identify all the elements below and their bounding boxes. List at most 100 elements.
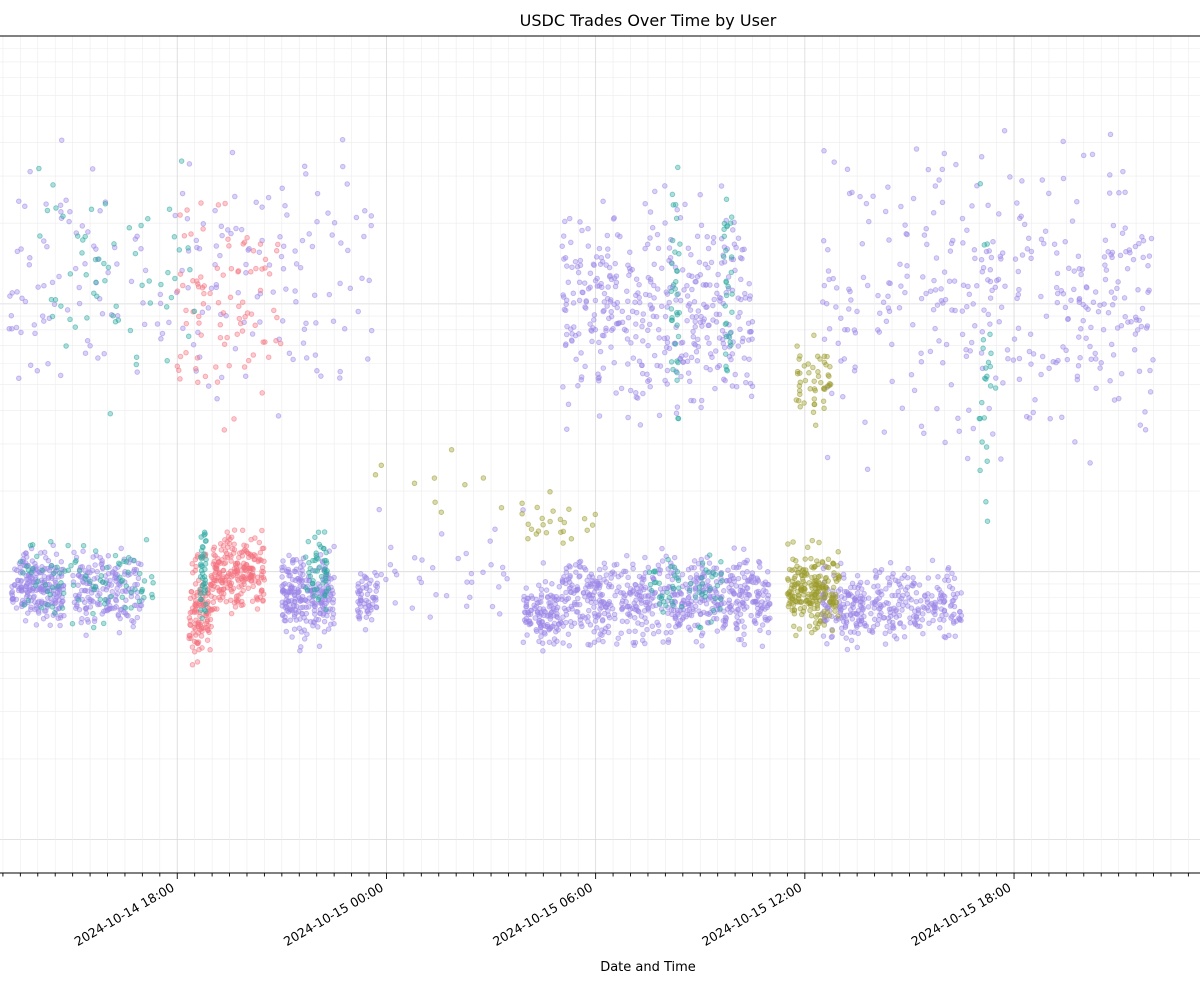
data-point xyxy=(754,598,760,605)
data-point xyxy=(583,585,589,591)
data-point xyxy=(26,587,33,594)
data-point xyxy=(666,299,672,306)
data-point xyxy=(822,591,828,598)
data-point xyxy=(684,282,690,289)
data-point xyxy=(1137,422,1144,428)
data-point xyxy=(796,626,803,632)
data-point xyxy=(1083,304,1089,310)
data-point xyxy=(737,326,743,333)
data-point xyxy=(1087,343,1093,350)
data-point xyxy=(432,499,438,505)
data-point xyxy=(21,551,27,558)
data-point xyxy=(621,326,628,333)
data-point xyxy=(651,352,658,359)
data-point xyxy=(250,583,256,590)
data-point xyxy=(731,578,738,585)
data-point xyxy=(950,591,957,598)
data-point xyxy=(560,294,567,300)
data-point xyxy=(283,568,290,575)
data-point xyxy=(570,290,577,297)
data-point xyxy=(692,594,699,600)
data-point xyxy=(1108,341,1115,348)
data-point xyxy=(764,604,770,611)
data-point xyxy=(7,293,13,299)
data-point xyxy=(807,607,813,614)
data-point xyxy=(130,623,136,630)
data-point xyxy=(626,628,632,635)
data-point xyxy=(374,580,380,587)
data-point xyxy=(241,239,248,245)
data-point xyxy=(939,199,946,206)
data-point xyxy=(31,593,37,600)
data-point xyxy=(662,183,668,189)
data-point xyxy=(726,577,733,583)
data-point xyxy=(904,263,910,269)
data-point xyxy=(105,269,111,276)
data-point xyxy=(898,283,904,289)
data-point xyxy=(843,635,849,641)
data-point xyxy=(259,204,265,210)
data-point xyxy=(755,578,762,584)
data-point xyxy=(737,255,744,261)
data-point xyxy=(224,334,230,341)
data-point xyxy=(875,583,881,589)
data-point xyxy=(785,575,791,582)
data-point xyxy=(821,405,827,412)
data-point xyxy=(913,598,920,605)
data-point xyxy=(551,607,557,613)
data-point xyxy=(655,326,662,333)
data-point xyxy=(618,630,624,636)
data-point xyxy=(913,590,920,596)
data-point xyxy=(851,584,858,591)
data-point xyxy=(625,298,631,304)
data-point xyxy=(596,283,602,289)
data-point xyxy=(321,618,328,625)
data-point xyxy=(76,597,82,603)
data-point xyxy=(697,191,703,198)
data-point xyxy=(364,591,371,598)
data-point xyxy=(1026,415,1033,421)
data-point xyxy=(131,566,138,573)
data-point xyxy=(76,284,82,291)
data-point xyxy=(730,564,737,571)
data-point xyxy=(303,355,310,361)
data-point xyxy=(844,646,851,653)
data-point xyxy=(138,561,144,568)
data-point xyxy=(1024,246,1031,252)
data-point xyxy=(172,275,178,282)
data-point xyxy=(700,318,706,325)
data-point xyxy=(270,289,276,295)
data-point xyxy=(21,602,27,608)
data-point xyxy=(198,534,204,540)
data-point xyxy=(805,361,811,367)
data-point xyxy=(244,234,250,241)
data-point xyxy=(47,591,53,598)
data-point xyxy=(41,238,47,244)
data-point xyxy=(202,373,209,380)
data-point xyxy=(286,350,293,357)
data-point xyxy=(699,591,705,597)
x-tick-label: 2024-10-15 12:00 xyxy=(699,880,804,949)
data-point xyxy=(686,594,692,600)
data-point xyxy=(657,567,664,573)
data-point xyxy=(1016,286,1022,293)
data-point xyxy=(852,596,858,602)
data-point xyxy=(669,191,676,198)
data-point xyxy=(223,598,230,605)
data-point xyxy=(1118,322,1125,329)
data-point xyxy=(800,591,807,598)
data-point xyxy=(654,231,661,238)
data-point xyxy=(815,369,821,375)
data-point xyxy=(626,265,633,272)
data-point xyxy=(83,272,89,278)
data-point xyxy=(328,593,334,599)
data-point xyxy=(354,607,361,613)
data-point xyxy=(75,582,81,588)
data-point xyxy=(724,367,731,374)
data-point xyxy=(870,193,876,199)
data-point xyxy=(119,577,126,584)
data-point xyxy=(1054,299,1061,306)
data-point xyxy=(874,621,881,628)
data-point xyxy=(259,568,265,574)
data-point xyxy=(911,387,918,394)
